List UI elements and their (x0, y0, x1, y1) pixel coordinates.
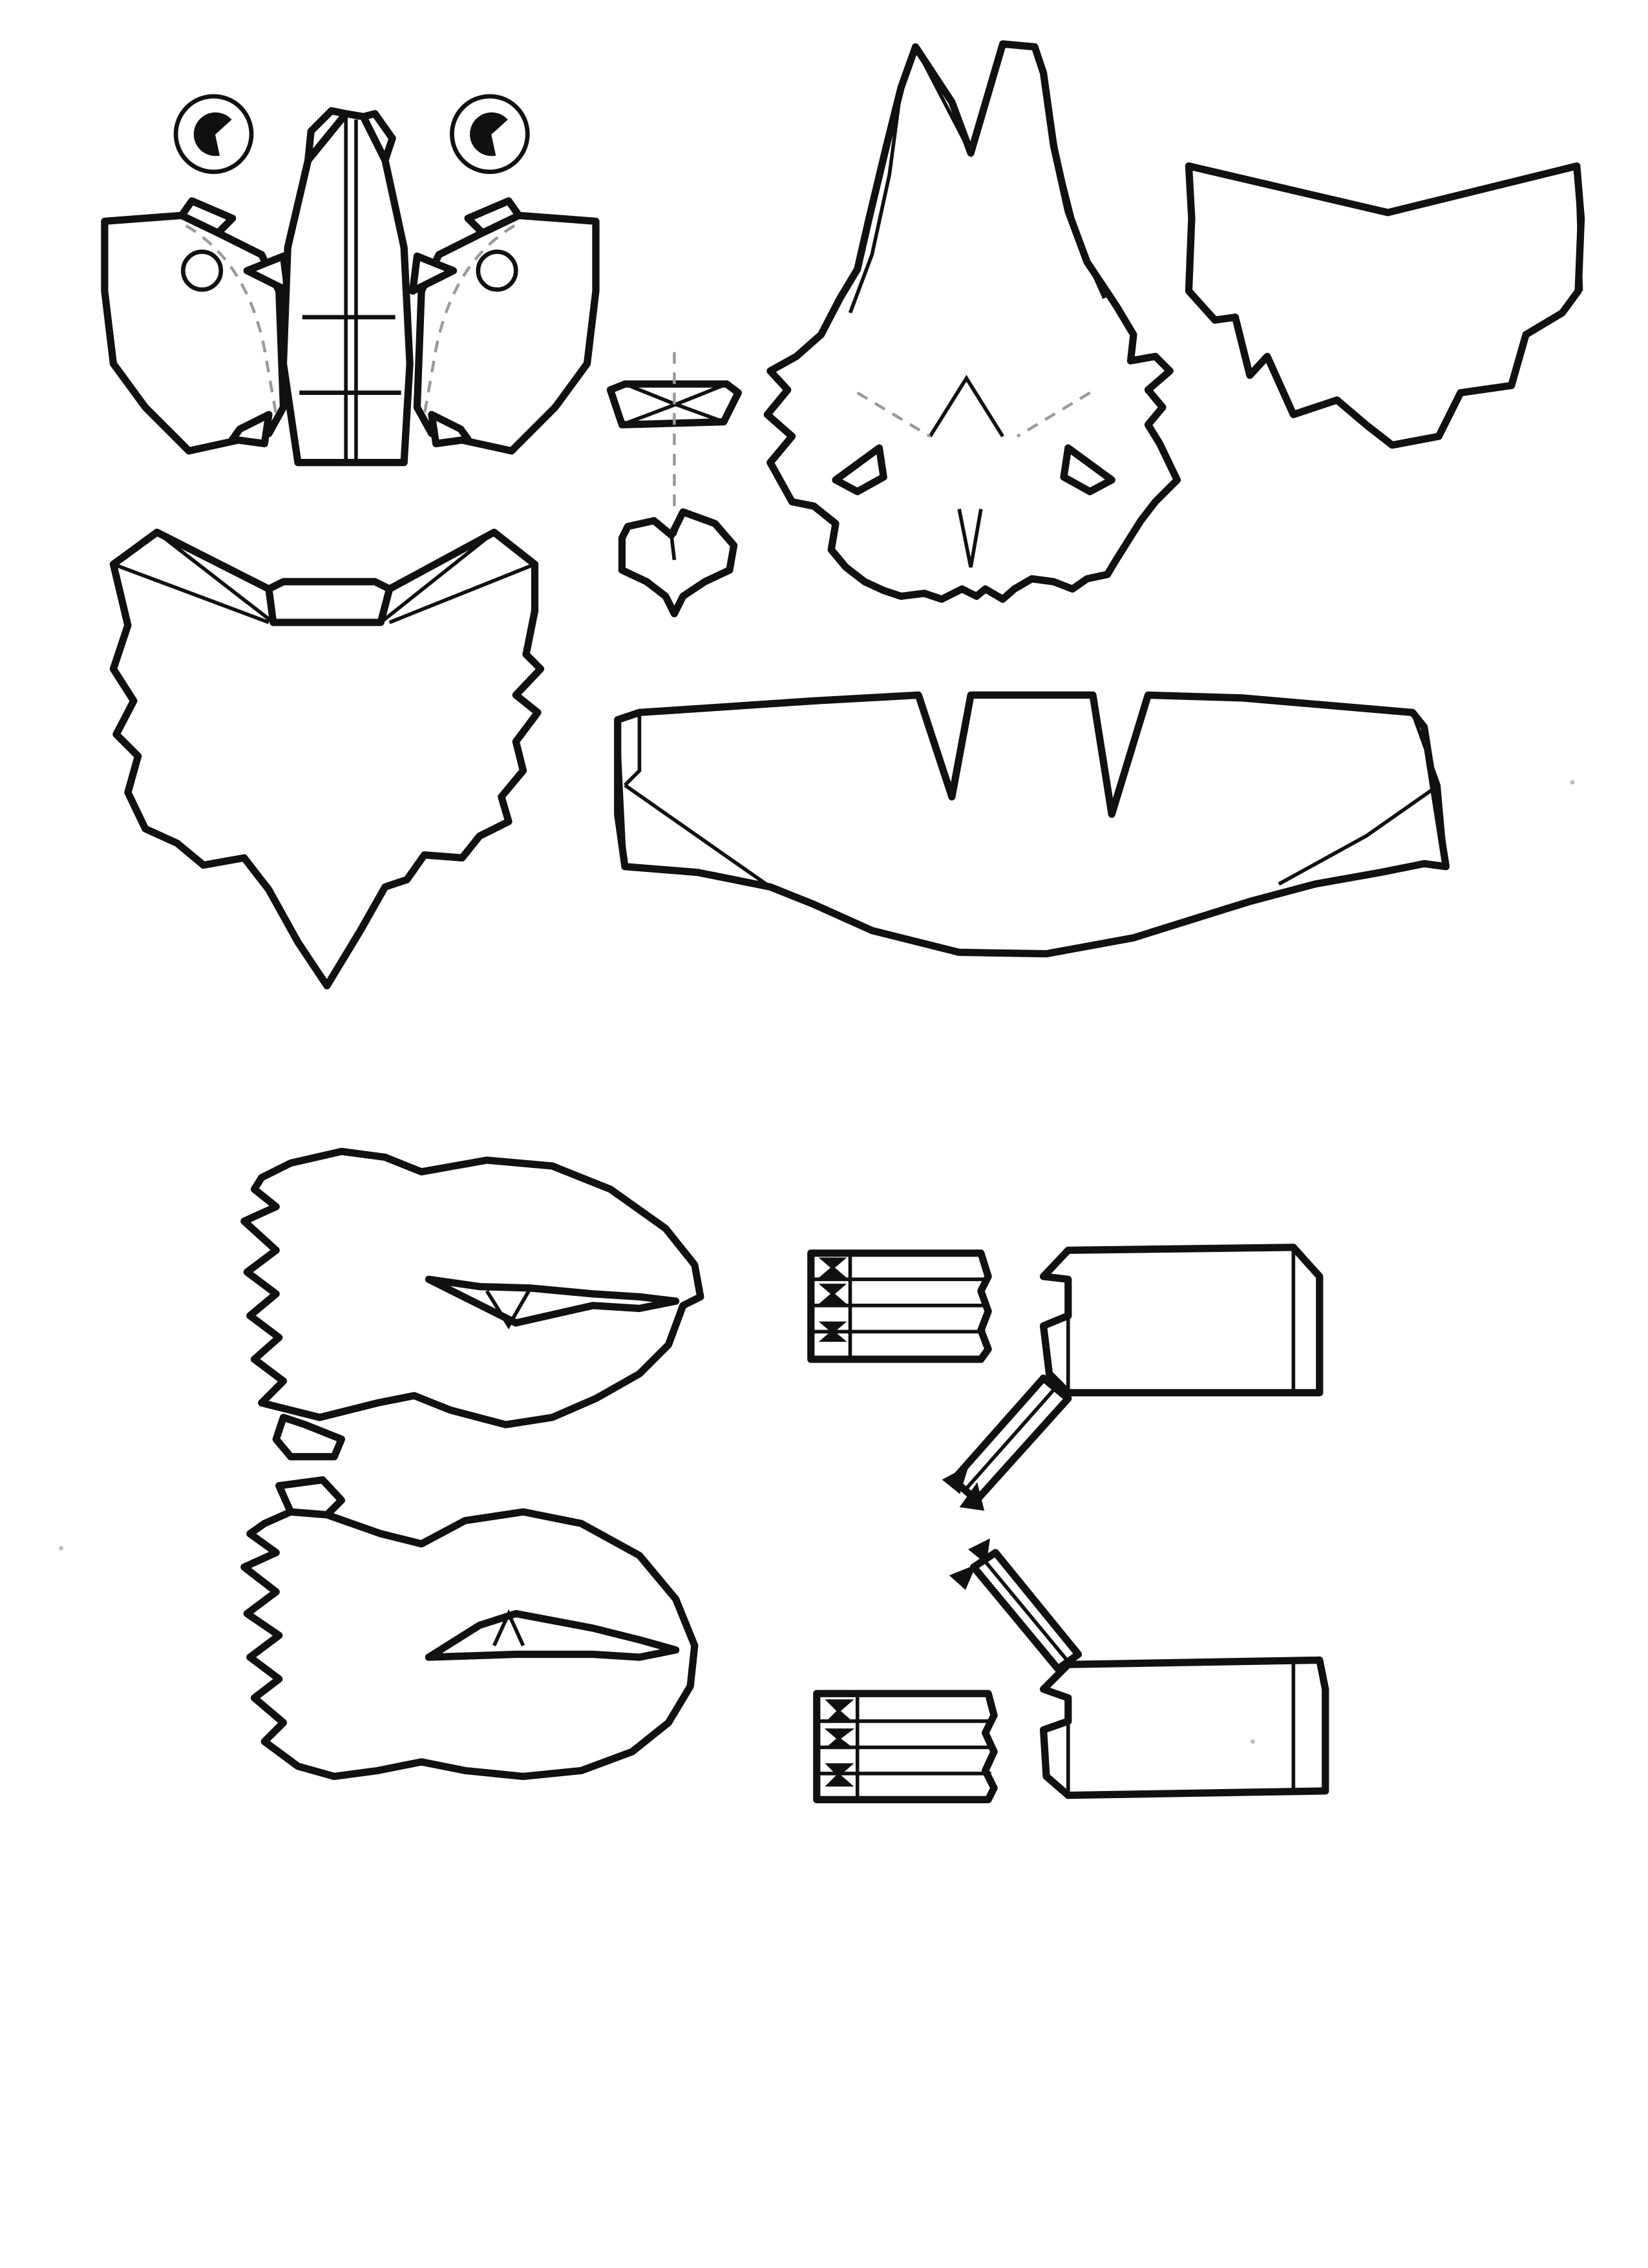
eye-right (449, 94, 530, 175)
chest-spiked (109, 528, 545, 990)
leg-set-upper (807, 1244, 1324, 1511)
back-body-spiked (763, 40, 1181, 603)
belly-wide-panel (614, 691, 1450, 958)
leg-set-lower (813, 1538, 1329, 1804)
claw-upper (240, 1147, 704, 1461)
head-with-side-panels (101, 107, 600, 467)
claw-lower (240, 1476, 699, 1781)
eye-left (173, 94, 254, 175)
nose-cap-small (606, 352, 742, 509)
paper-specks (59, 779, 1575, 1744)
heart-nose-piece (618, 508, 738, 618)
tail-spiked (1185, 162, 1585, 449)
